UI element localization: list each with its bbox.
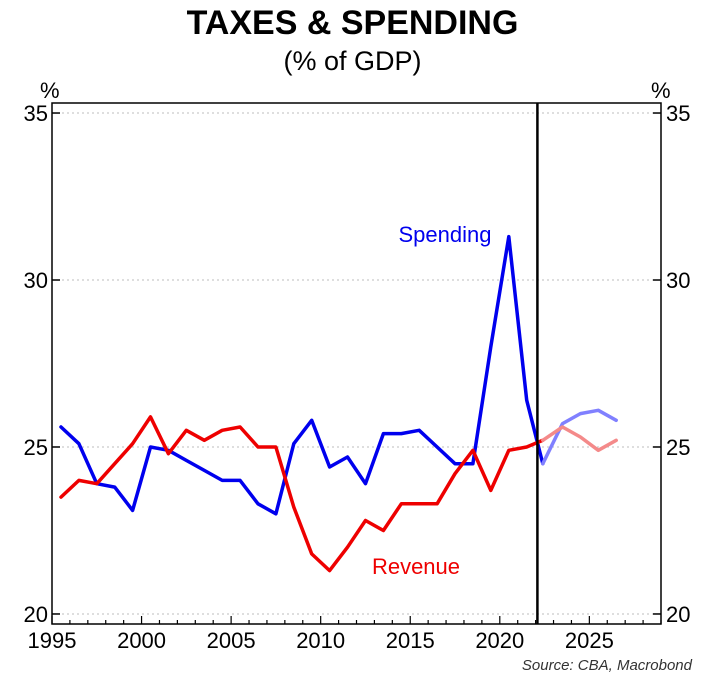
gridlines bbox=[52, 112, 661, 615]
spending-label: Spending bbox=[399, 222, 492, 247]
left-axis-ticks: 20 25 30 35 bbox=[24, 101, 60, 627]
series-lines bbox=[59, 234, 618, 573]
x-tick-label: 2025 bbox=[565, 628, 614, 653]
x-axis-ticks: 1995 2000 2005 2010 2015 2020 2025 bbox=[28, 616, 662, 653]
x-tick-label: 2000 bbox=[117, 628, 166, 653]
revenue-label: Revenue bbox=[372, 554, 460, 579]
x-tick-label: 2020 bbox=[475, 628, 524, 653]
x-tick-label: 2015 bbox=[386, 628, 435, 653]
x-tick-label: 1995 bbox=[28, 628, 77, 653]
spending-line bbox=[59, 234, 545, 516]
y-tick-label-right: 25 bbox=[666, 435, 690, 460]
spending-forecast-line bbox=[541, 408, 618, 466]
chart-subtitle: (% of GDP) bbox=[283, 46, 421, 76]
x-tick-label: 2010 bbox=[296, 628, 345, 653]
y-tick-label-right: 20 bbox=[666, 602, 690, 627]
y-tick-label-left: 30 bbox=[24, 268, 48, 293]
revenue-line bbox=[59, 415, 545, 573]
source-note: Source: CBA, Macrobond bbox=[522, 657, 693, 674]
y-tick-label-left: 20 bbox=[24, 602, 48, 627]
x-tick-label: 2005 bbox=[207, 628, 256, 653]
revenue-forecast-line bbox=[541, 425, 618, 453]
right-axis-ticks: 20 25 30 35 bbox=[653, 101, 690, 627]
right-axis-unit-label: % bbox=[651, 78, 671, 103]
plot-frame bbox=[51, 102, 662, 625]
y-tick-label-left: 25 bbox=[24, 435, 48, 460]
y-tick-label-right: 35 bbox=[666, 101, 690, 126]
left-axis-unit-label: % bbox=[40, 78, 60, 103]
chart-title: TAXES & SPENDING bbox=[187, 4, 519, 42]
y-tick-label-left: 35 bbox=[24, 101, 48, 126]
y-tick-label-right: 30 bbox=[666, 268, 690, 293]
